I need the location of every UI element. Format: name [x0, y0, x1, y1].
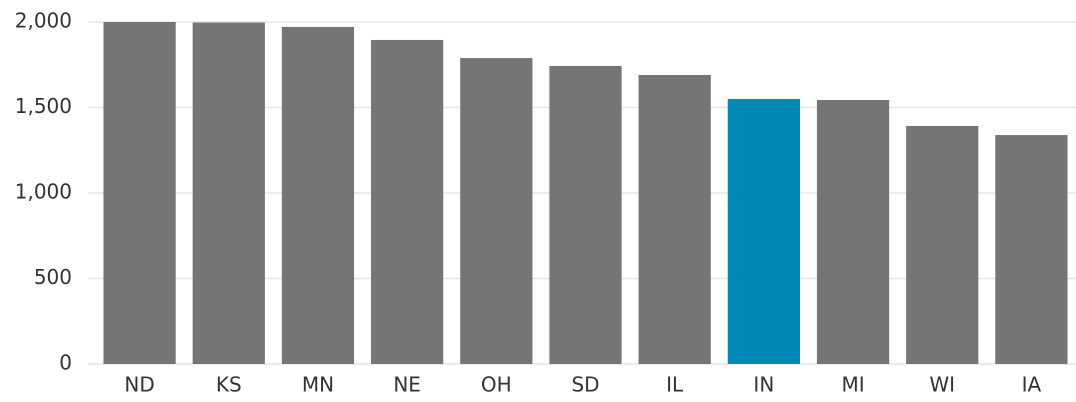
bar	[816, 99, 890, 364]
x-tick-label: OH	[481, 373, 512, 397]
x-tick-label: WI	[929, 373, 955, 397]
y-tick-label: 1,500	[15, 94, 72, 118]
bar	[549, 65, 622, 365]
bar	[906, 125, 979, 364]
y-tick-label: 0	[59, 351, 72, 375]
x-tick-label: KS	[216, 373, 242, 397]
bar	[638, 75, 711, 364]
bar	[371, 39, 444, 365]
x-tick-label: MI	[841, 373, 864, 397]
bar	[281, 26, 355, 365]
x-tick-label: MN	[302, 373, 334, 397]
x-tick-label: IA	[1022, 373, 1042, 397]
y-tick-label: 500	[34, 265, 72, 289]
bar	[727, 98, 800, 364]
x-tick-label: SD	[571, 373, 599, 397]
x-tick-label: IL	[666, 373, 684, 397]
bar	[995, 135, 1068, 364]
y-tick-label: 1,000	[15, 180, 72, 204]
y-tick-label: 2,000	[15, 9, 72, 33]
x-tick-label: IN	[753, 373, 774, 397]
bar	[192, 22, 265, 364]
x-tick-label: NE	[393, 373, 421, 397]
x-tick-label: ND	[124, 373, 154, 397]
bar	[460, 58, 533, 365]
bar	[103, 22, 176, 364]
